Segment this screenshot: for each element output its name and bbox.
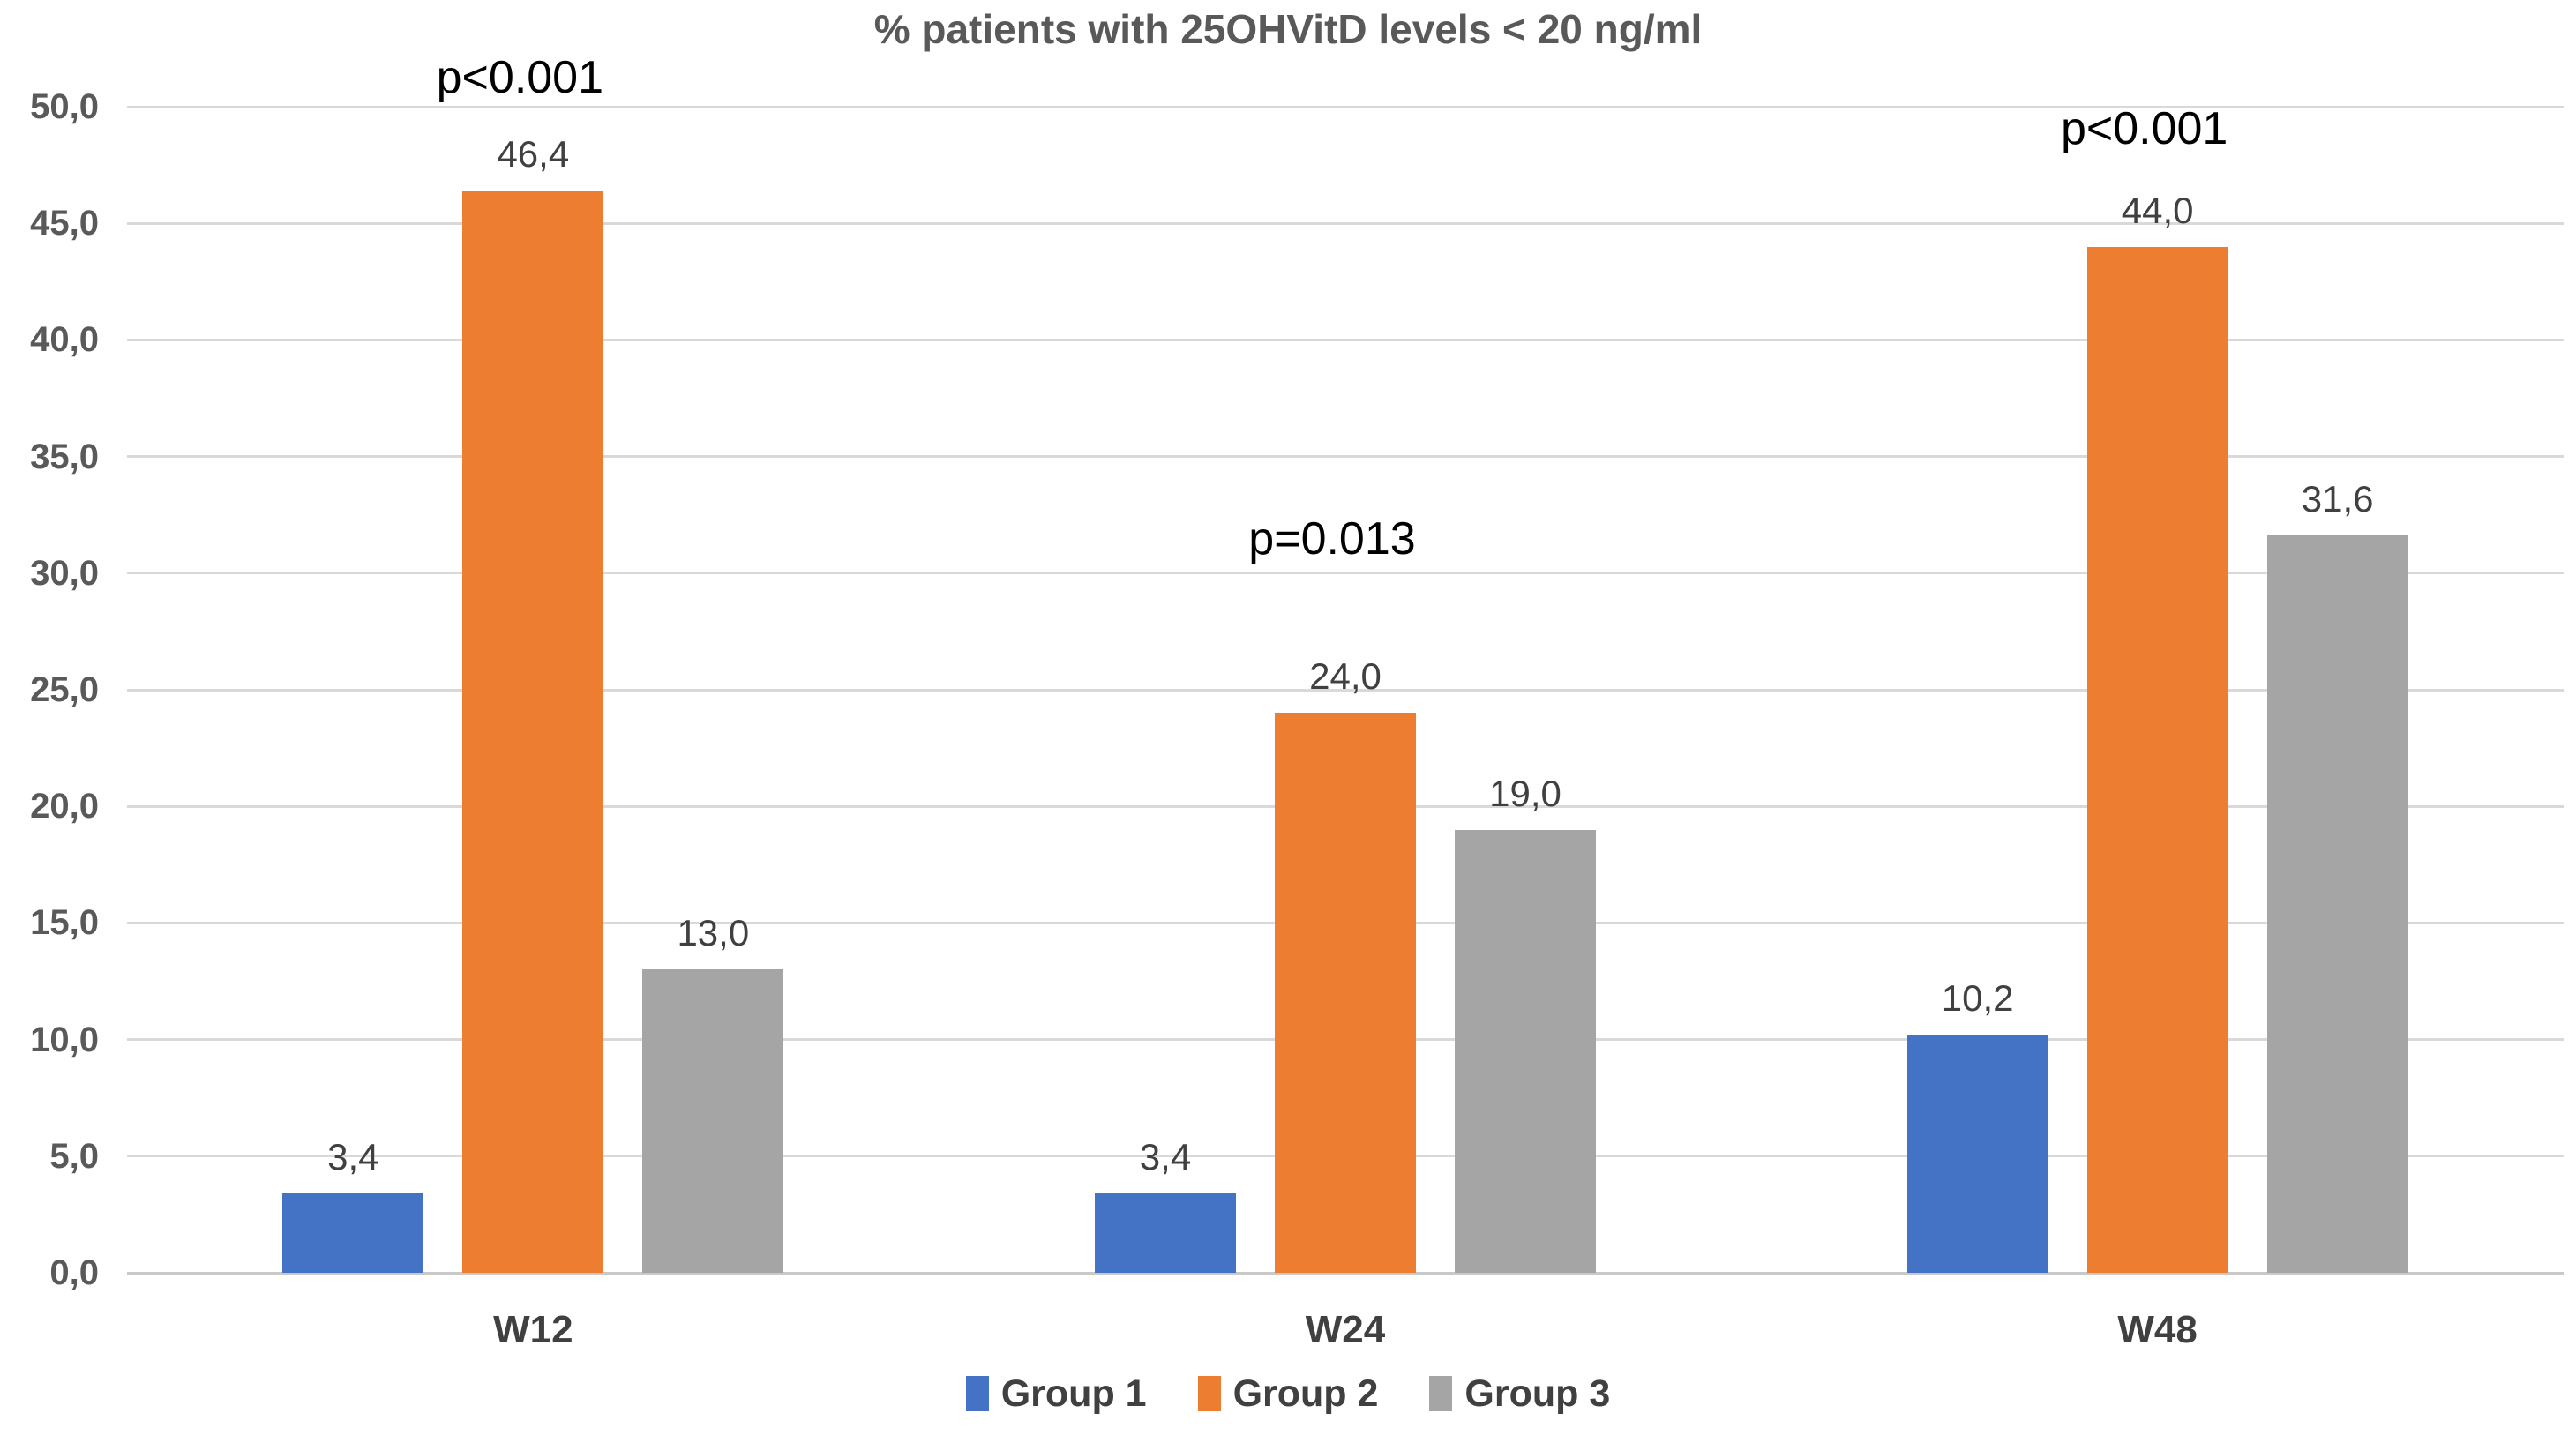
legend-item-group-1: Group 1 — [965, 1372, 1147, 1415]
y-axis-tick-label: 30,0 — [30, 553, 99, 593]
y-axis-tick-label: 35,0 — [30, 437, 99, 476]
gridline — [127, 338, 2564, 341]
bar-group-2-w12 — [462, 191, 604, 1273]
y-axis-tick-label: 10,0 — [30, 1020, 99, 1059]
data-label-group-3-w24: 19,0 — [1489, 772, 1561, 814]
data-label-group-2-w24: 24,0 — [1309, 655, 1382, 698]
p-value-annotation-w24: p=0.013 — [1248, 513, 1416, 565]
legend: Group 1 Group 2 Group 3 — [0, 1372, 2576, 1415]
legend-label-group-3: Group 3 — [1464, 1372, 1611, 1415]
bar-group-3-w48 — [2266, 535, 2408, 1273]
bar-group-3-w24 — [1455, 829, 1596, 1273]
bar-group-1-w48 — [1906, 1035, 2048, 1273]
x-axis-category-label-w48: W48 — [2117, 1308, 2198, 1351]
bar-group-3-w12 — [642, 969, 784, 1273]
y-axis-tick-label: 5,0 — [49, 1136, 99, 1176]
data-label-group-1-w48: 10,2 — [1941, 977, 2014, 1020]
legend-item-group-3: Group 3 — [1429, 1372, 1610, 1415]
gridline — [127, 1271, 2564, 1275]
bar-group-2-w24 — [1275, 713, 1416, 1273]
bar-group-1-w12 — [282, 1193, 424, 1273]
gridline — [127, 455, 2564, 459]
data-label-group-2-w48: 44,0 — [2121, 189, 2194, 231]
legend-marker-group-1 — [965, 1376, 989, 1411]
data-label-group-3-w12: 13,0 — [677, 912, 750, 954]
y-axis-tick-label: 45,0 — [30, 204, 99, 243]
legend-marker-group-3 — [1429, 1376, 1453, 1411]
data-label-group-1-w24: 3,4 — [1139, 1136, 1192, 1178]
data-label-group-2-w12: 46,4 — [497, 133, 570, 176]
y-axis-tick-label: 0,0 — [49, 1253, 99, 1292]
p-value-annotation-w12: p<0.001 — [436, 51, 604, 103]
data-label-group-3-w48: 31,6 — [2301, 478, 2374, 520]
x-axis-category-label-w24: W24 — [1305, 1308, 1386, 1351]
y-axis-tick-label: 25,0 — [30, 670, 99, 709]
gridline — [127, 688, 2564, 692]
y-axis-tick-label: 15,0 — [30, 903, 99, 943]
gridline — [127, 105, 2564, 108]
y-axis-tick-label: 50,0 — [30, 87, 99, 126]
gridline — [127, 221, 2564, 225]
legend-label-group-1: Group 1 — [1000, 1372, 1147, 1415]
chart-title: % patients with 25OHVitD levels < 20 ng/… — [873, 6, 1703, 52]
p-value-annotation-w48: p<0.001 — [2060, 102, 2228, 154]
legend-label-group-2: Group 2 — [1232, 1372, 1379, 1415]
legend-marker-group-2 — [1197, 1376, 1221, 1411]
data-label-group-1-w12: 3,4 — [327, 1136, 379, 1178]
bar-group-1-w24 — [1095, 1193, 1236, 1273]
gridline — [127, 572, 2564, 575]
y-axis-tick-label: 40,0 — [30, 320, 99, 360]
x-axis-category-label-w12: W12 — [493, 1308, 573, 1351]
bar-group-2-w48 — [2086, 246, 2228, 1273]
y-axis-tick-label: 20,0 — [30, 787, 99, 826]
legend-item-group-2: Group 2 — [1197, 1372, 1379, 1415]
